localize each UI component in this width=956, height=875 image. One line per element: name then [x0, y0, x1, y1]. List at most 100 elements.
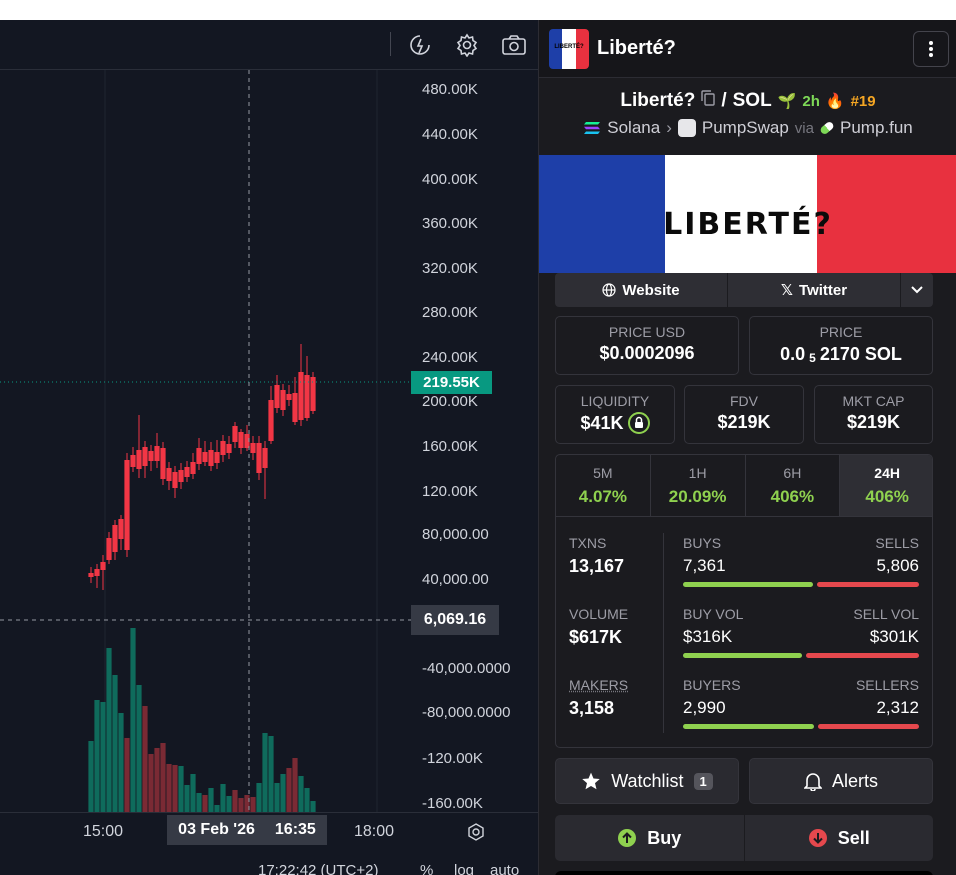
- axis-settings-icon[interactable]: [466, 822, 486, 847]
- candle-body: [256, 443, 262, 473]
- volume-row: VOLUME $617K BUY VOL SELL VOL $316K $301K: [556, 606, 932, 676]
- auto-toggle[interactable]: auto: [490, 862, 520, 875]
- more-menu-button[interactable]: [913, 31, 949, 67]
- buyers-value: 2,990: [683, 698, 726, 717]
- candle-body: [226, 444, 232, 453]
- settings-gear-icon[interactable]: [453, 31, 481, 59]
- twitter-label: Twitter: [799, 281, 848, 299]
- flame-icon: 🔥: [825, 93, 845, 110]
- liquidity-value: $41K: [556, 412, 674, 434]
- candle-body: [166, 468, 172, 481]
- log-toggle[interactable]: log: [454, 862, 475, 875]
- candle-body: [178, 470, 184, 482]
- volume-bar: [280, 774, 286, 812]
- price-tick: 400.00K: [422, 171, 478, 188]
- fdv-label: FDV: [730, 393, 758, 409]
- price-sol-card: PRICE 0.0 5 2170 SOL: [749, 316, 933, 375]
- makers-value: 3,158: [569, 698, 615, 718]
- candle-body: [232, 426, 238, 442]
- buy-vol-label: BUY VOL: [683, 606, 744, 622]
- volume-label: VOLUME: [569, 606, 629, 622]
- time-axis[interactable]: 15:00 03 Feb '26 16:35 18:00: [0, 812, 538, 852]
- trade-buttons: Buy Sell: [555, 815, 933, 861]
- sell-button[interactable]: Sell: [745, 815, 934, 861]
- panel-footer-strip: [555, 871, 933, 875]
- arrow-up-circle-icon: [618, 829, 637, 847]
- tab-label: 5M: [593, 465, 613, 481]
- candle-body: [190, 462, 196, 474]
- price-tick: 40,000.00: [422, 571, 489, 588]
- chart-panel[interactable]: 480.00K 440.00K 400.00K 360.00K 320.00K …: [0, 20, 538, 875]
- copy-icon[interactable]: [701, 90, 716, 112]
- candle-body: [220, 441, 226, 455]
- tab-change: 406%: [770, 487, 815, 506]
- buys-value: 7,361: [683, 556, 726, 575]
- candle-body: [208, 450, 214, 466]
- more-links-button[interactable]: [901, 273, 933, 307]
- candle-body: [100, 562, 106, 570]
- candle-body: [184, 467, 190, 477]
- token-avatar-text: LIBERTÉ?: [554, 44, 584, 50]
- volume-bar: [148, 754, 154, 812]
- camera-icon[interactable]: [500, 31, 528, 59]
- market-cap-value: $219K: [846, 412, 901, 432]
- launchpad-name[interactable]: Pump.fun: [839, 118, 913, 137]
- clock-readout: 17:22:42 (UTC+2): [258, 862, 379, 875]
- buy-button[interactable]: Buy: [555, 815, 745, 861]
- toolbar-divider: [390, 32, 391, 56]
- dex-name[interactable]: PumpSwap: [701, 118, 789, 137]
- alerts-button[interactable]: Alerts: [749, 758, 933, 804]
- makers-row: MAKERS 3,158 BUYERS SELLERS 2,990 2,312: [556, 677, 932, 747]
- website-button[interactable]: Website: [555, 273, 728, 307]
- twitter-button[interactable]: 𝕏 Twitter: [728, 273, 901, 307]
- price-tick: 480.00K: [422, 81, 478, 98]
- replay-icon[interactable]: [406, 31, 434, 59]
- pill-icon: [819, 120, 835, 136]
- crosshair-time: 16:35: [274, 821, 316, 838]
- price-tick: 320.00K: [422, 260, 478, 277]
- volume-bar: [292, 758, 298, 812]
- chain-name[interactable]: Solana: [607, 118, 661, 137]
- crosshair-price-tag: 6,069.16: [411, 605, 499, 635]
- candle-body: [214, 452, 220, 463]
- candle-body: [268, 400, 274, 441]
- volume-value: $617K: [569, 627, 623, 647]
- tab-5m[interactable]: 5M 4.07%: [556, 455, 651, 516]
- volume-bar: [184, 785, 190, 812]
- panel-header: LIBERTÉ? Liberté?: [539, 20, 956, 78]
- seedling-icon: 🌱: [777, 93, 797, 110]
- website-label: Website: [622, 281, 680, 299]
- candle-body: [106, 538, 112, 560]
- price-tick: -120.00K: [422, 750, 483, 767]
- dex-icon: [677, 119, 696, 137]
- chart-toolbar: [0, 20, 538, 70]
- fdv-value: $219K: [717, 412, 771, 432]
- bell-icon: [803, 773, 822, 791]
- top-strip: [0, 0, 956, 20]
- tab-1h[interactable]: 1H 20.09%: [651, 455, 746, 516]
- watchlist-button[interactable]: Watchlist 1: [555, 758, 739, 804]
- price-tick: 240.00K: [422, 349, 478, 366]
- token-header-name: Liberté?: [597, 37, 676, 59]
- makers-label: MAKERS: [569, 677, 629, 693]
- tab-change: 406%: [865, 487, 909, 506]
- banner-text: LIBERTÉ?: [663, 207, 833, 242]
- candlestick-chart[interactable]: [0, 70, 538, 812]
- liquidity-card: LIQUIDITY $41K: [555, 385, 675, 444]
- volume-bar: [190, 774, 196, 812]
- sells-label: SELLS: [875, 535, 919, 551]
- lock-icon: [627, 412, 650, 434]
- candle-body: [94, 569, 100, 576]
- candle-body: [274, 385, 280, 408]
- arrow-down-circle-icon: [808, 829, 827, 847]
- volume-bar: [226, 796, 232, 812]
- tab-6h[interactable]: 6H 406%: [746, 455, 841, 516]
- buys-label: BUYS: [683, 535, 722, 551]
- percent-toggle[interactable]: %: [420, 862, 434, 875]
- volume-bar: [106, 648, 112, 812]
- candle-body: [202, 452, 208, 462]
- tab-24h[interactable]: 24H 406%: [840, 455, 932, 516]
- volume-bar: [286, 768, 292, 812]
- candle-body: [250, 443, 256, 453]
- volume-bar: [202, 795, 208, 812]
